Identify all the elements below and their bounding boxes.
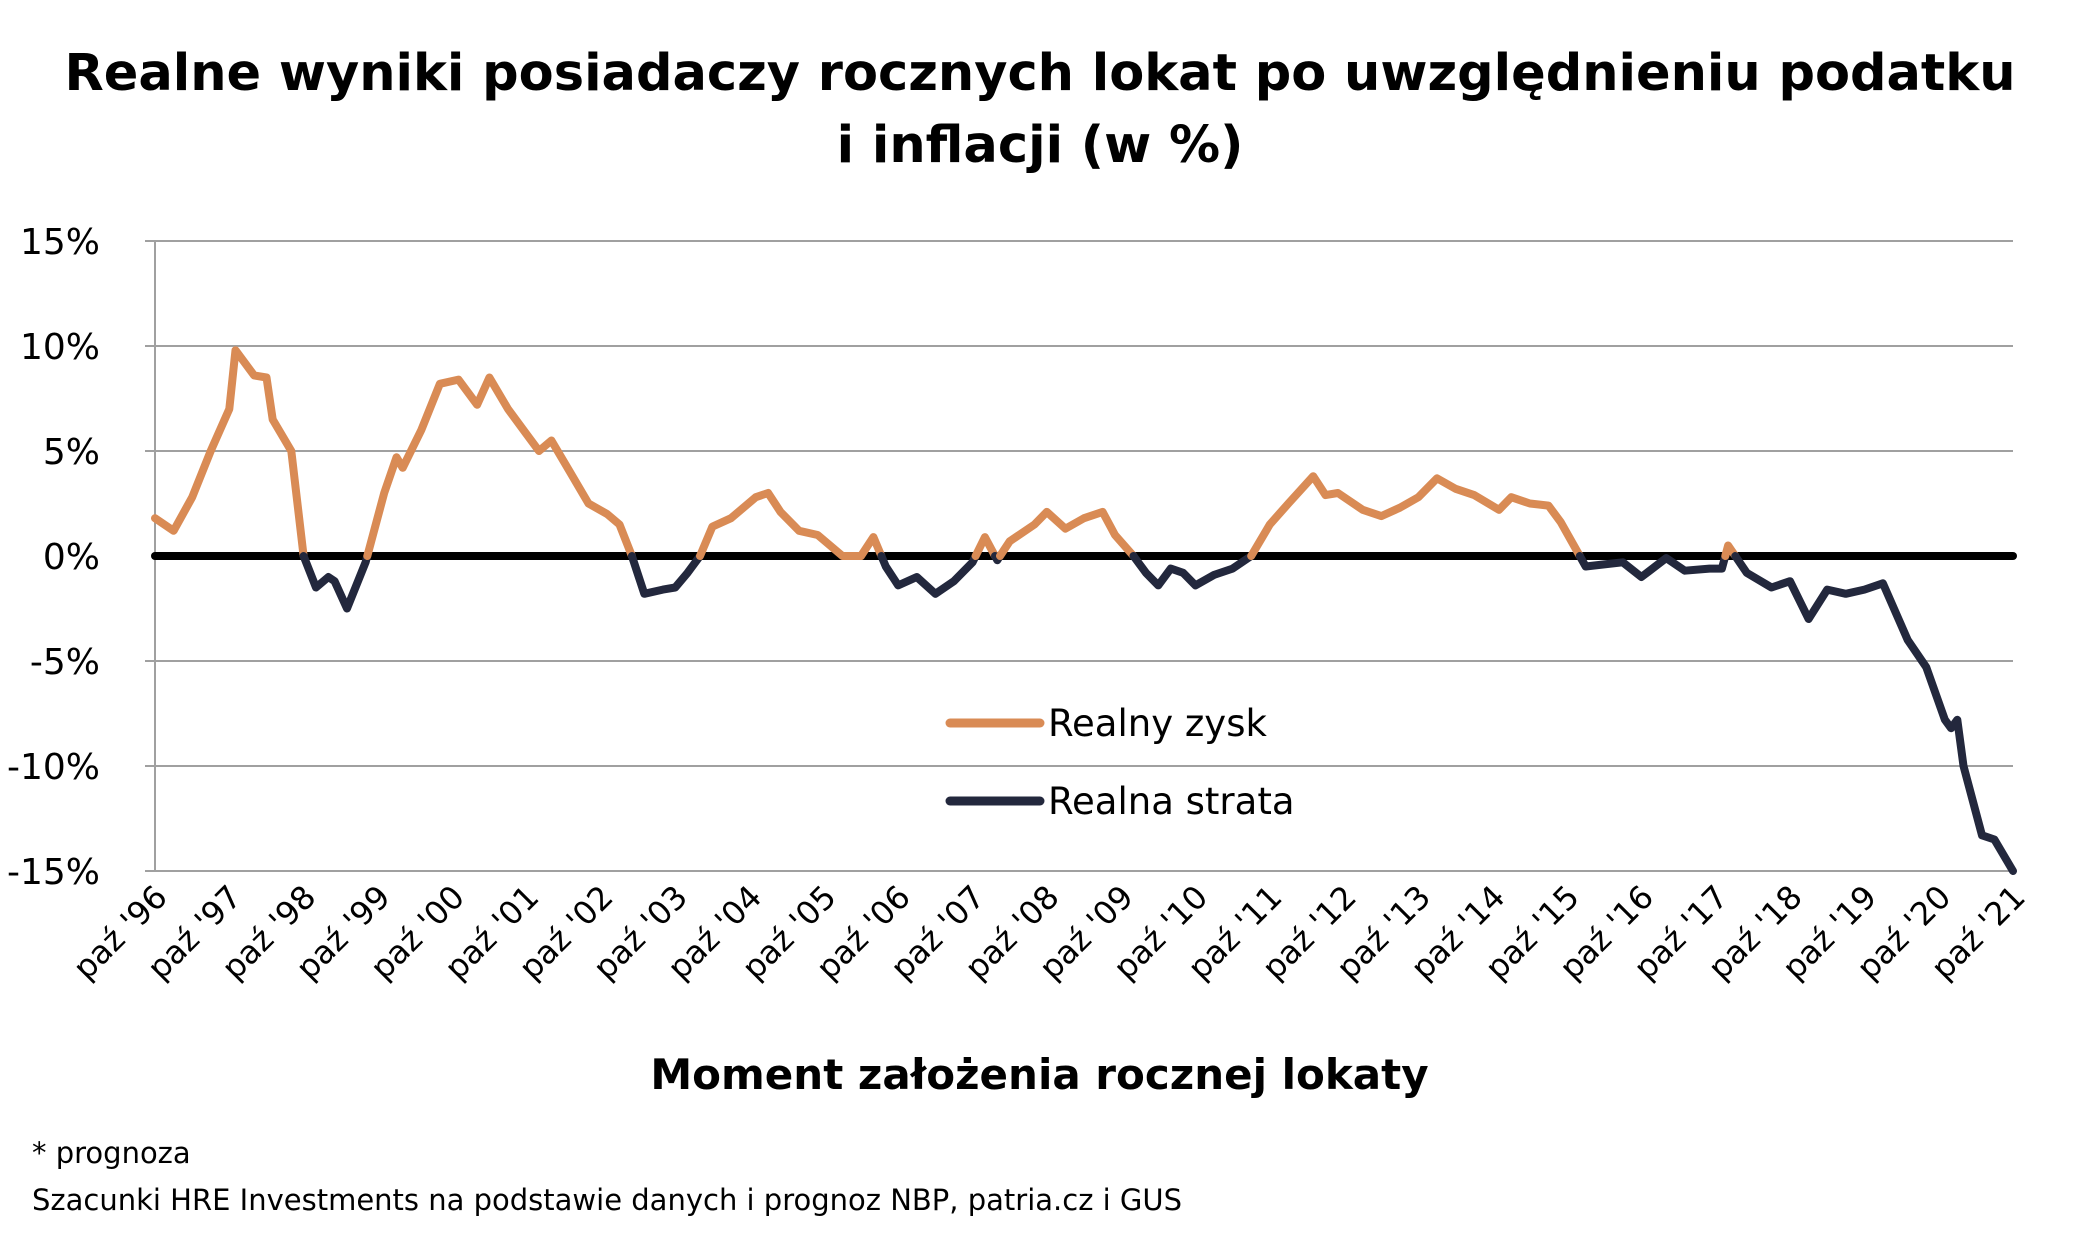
source-note: Szacunki HRE Investments na podstawie da…: [32, 1183, 1183, 1217]
y-tick-label: 10%: [20, 327, 100, 368]
realna-strata-line: [1575, 552, 1730, 581]
y-tick-label: 15%: [20, 222, 100, 263]
forecast-note: * prognoza: [32, 1136, 191, 1170]
series-lines: [151, 346, 2017, 875]
legend-label: Realna strata: [1048, 780, 1295, 823]
y-tick-label: -5%: [30, 642, 100, 683]
realny-zysk-line: [151, 346, 308, 560]
y-tick-label: -10%: [7, 747, 100, 788]
realny-zysk-line: [996, 507, 1138, 560]
realna-strata-line: [1731, 552, 2017, 875]
realna-strata-line: [299, 552, 372, 613]
realna-strata-line: [627, 552, 704, 598]
realna-strata-line: [877, 552, 980, 598]
y-tick-label: -15%: [7, 852, 100, 893]
legend-label: Realny zysk: [1048, 702, 1267, 745]
realny-zysk-line: [696, 489, 886, 560]
gridlines: [145, 240, 2013, 872]
legend: Realny zysk Realna strata: [945, 702, 1295, 823]
x-axis-label: Moment założenia rocznej lokaty: [650, 1050, 1429, 1099]
realny-zysk-line: [1721, 541, 1740, 560]
realny-zysk-line: [1247, 472, 1584, 560]
realny-zysk-line: [971, 533, 999, 560]
y-tick-label: 0%: [43, 537, 100, 578]
realny-zysk-line: [363, 373, 636, 560]
y-tick-label: 5%: [43, 432, 100, 473]
chart-title: Realne wyniki posiadaczy rocznych lokat …: [64, 44, 2016, 175]
y-axis-ticks: 15% 10% 5% 0% -5% -10% -15%: [7, 222, 100, 893]
realna-strata-line: [1129, 552, 1256, 590]
